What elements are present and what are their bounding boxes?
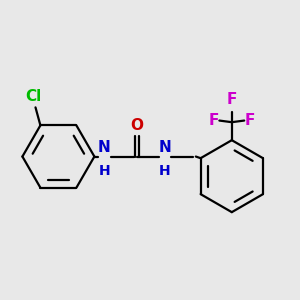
- Text: O: O: [130, 118, 143, 133]
- Text: N: N: [98, 140, 111, 155]
- Text: H: H: [159, 164, 170, 178]
- Text: Cl: Cl: [25, 89, 41, 104]
- Text: F: F: [208, 113, 219, 128]
- Text: F: F: [226, 92, 237, 107]
- Text: H: H: [98, 164, 110, 178]
- Text: F: F: [244, 113, 255, 128]
- Text: N: N: [158, 140, 171, 155]
